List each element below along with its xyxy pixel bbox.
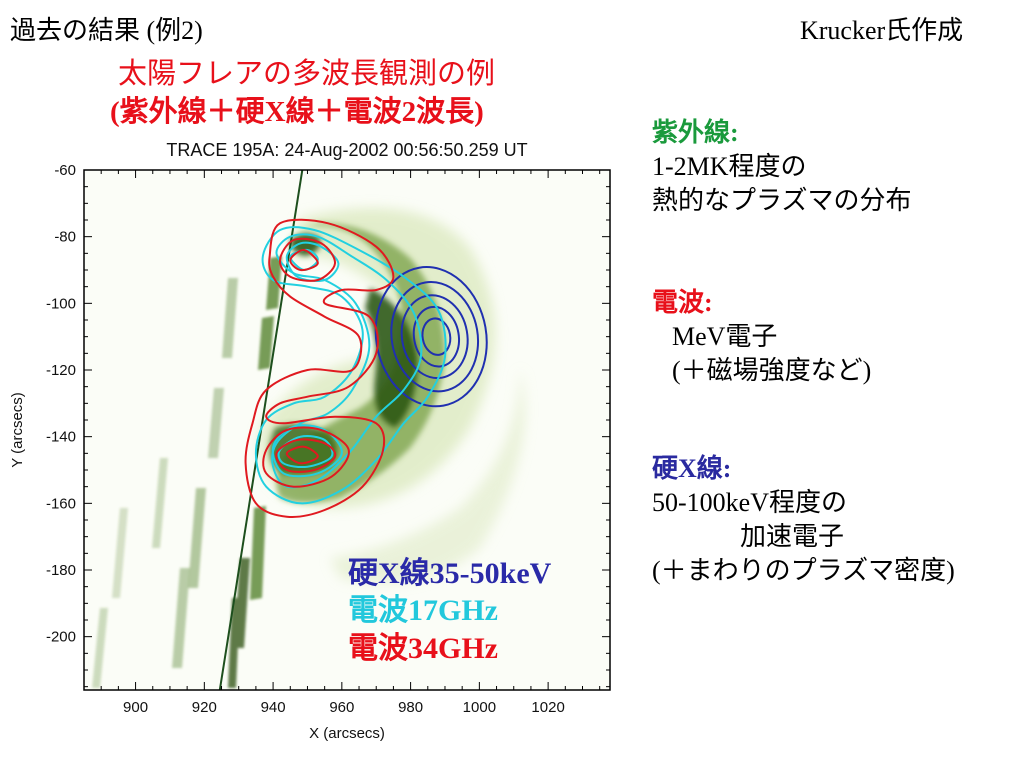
contour-hxr — [390, 280, 480, 393]
y-tick-label: -80 — [54, 229, 76, 246]
x-tick-label: 940 — [261, 699, 286, 716]
slide-subtitle-detail: (紫外線＋硬X線＋電波2波長) — [110, 96, 484, 128]
contour-chart: TRACE 195A: 24-Aug-2002 00:56:50.259 UT — [9, 140, 611, 742]
contour-radio-17ghz — [277, 435, 334, 469]
y-tick-label: -120 — [46, 362, 76, 379]
y-tick-label: -100 — [46, 295, 76, 312]
y-tick-label: -140 — [46, 429, 76, 446]
contour-radio-34ghz — [289, 249, 319, 272]
contour-radio-34ghz — [275, 438, 337, 473]
contour-radio-34ghz — [285, 445, 319, 465]
y-axis-label: Y (arcsecs) — [9, 392, 26, 468]
legend-radio-34ghz: 電波34GHz — [348, 632, 498, 665]
y-tick-label: -160 — [46, 495, 76, 512]
uv-note-line: 1-2MK程度の — [652, 152, 807, 181]
radio-note-line: (＋磁場強度など) — [672, 356, 872, 385]
contour-hxr — [412, 305, 461, 368]
contour-radio-34ghz — [278, 237, 336, 282]
slide-subtitle: 太陽フレアの多波長観測の例 — [118, 58, 496, 90]
uv-note-heading: 紫外線: — [652, 118, 739, 147]
axes: 900 920 940 960 980 1000 1020 -60 -80 -100 -120 -14… — [46, 162, 610, 716]
x-tick-label: 1000 — [463, 699, 496, 716]
hxr-note-line: (＋まわりのプラズマ密度) — [652, 556, 955, 585]
x-tick-label: 1020 — [531, 699, 564, 716]
trace-image — [84, 170, 610, 690]
contour-layer — [244, 218, 488, 518]
radio-note-line: MeV電子 — [672, 322, 778, 351]
x-tick-label: 920 — [192, 699, 217, 716]
chart-title: TRACE 195A: 24-Aug-2002 00:56:50.259 UT — [166, 140, 527, 160]
hxr-note-line: 加速電子 — [740, 522, 845, 551]
x-tick-label: 960 — [329, 699, 354, 716]
contour-radio-34ghz — [244, 218, 395, 518]
legend-radio-17ghz: 電波17GHz — [348, 594, 498, 627]
contour-radio-17ghz — [271, 424, 343, 478]
plot-frame — [83, 169, 611, 691]
x-tick-label: 900 — [123, 699, 148, 716]
hxr-note: 硬X線: 50-100keV程度の 加速電子 (＋まわりのプラズマ密度) — [652, 452, 955, 588]
y-tick-label: -200 — [46, 629, 76, 646]
radio-note: 電波: MeV電子 (＋磁場強度など) — [652, 286, 871, 388]
y-tick-label: -180 — [46, 562, 76, 579]
contour-radio-34ghz — [262, 426, 350, 488]
contour-hxr — [421, 317, 452, 356]
y-tick-label: -60 — [54, 162, 76, 179]
credit-text: Krucker氏作成 — [800, 16, 964, 45]
hxr-note-line: 50-100keV程度の — [652, 488, 847, 517]
contour-radio-17ghz — [285, 241, 340, 282]
legend-hxr: 硬X線35-50keV — [348, 556, 552, 590]
x-axis-label: X (arcsecs) — [309, 725, 385, 742]
radio-note-heading: 電波: — [652, 288, 713, 317]
hxr-note-heading: 硬X線: — [652, 454, 732, 483]
x-tick-label: 980 — [398, 699, 423, 716]
uv-note: 紫外線: 1-2MK程度の 熱的なプラズマの分布 — [652, 116, 911, 218]
uv-note-line: 熱的なプラズマの分布 — [652, 186, 912, 215]
slide-title: 過去の結果 (例2) — [10, 16, 203, 45]
